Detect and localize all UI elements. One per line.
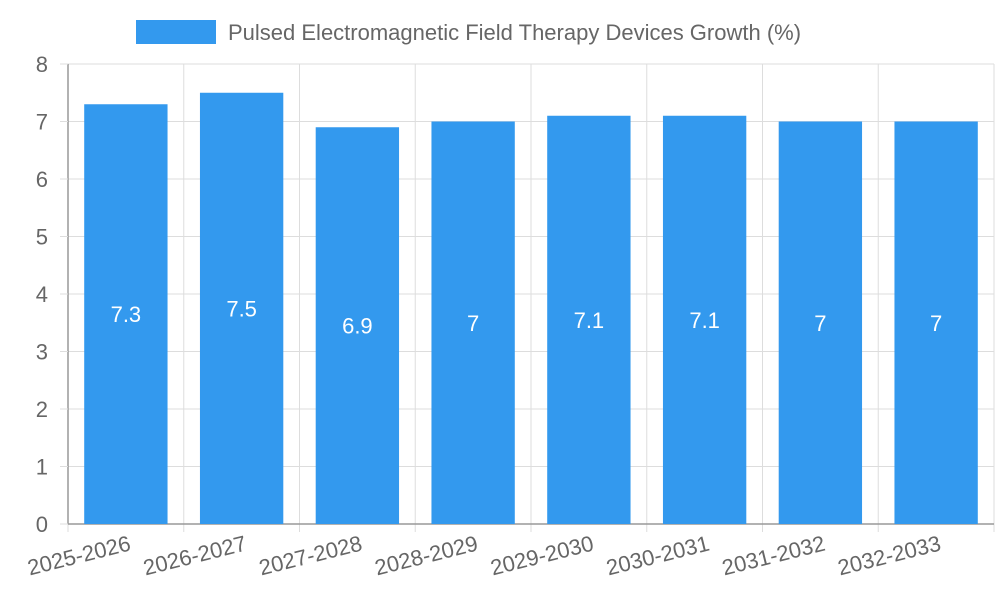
legend-swatch: [136, 20, 216, 44]
y-tick-label: 0: [36, 512, 48, 537]
x-tick-label: 2026-2027: [141, 531, 249, 581]
bar[interactable]: [199, 92, 284, 524]
bar-value-label: 7.3: [111, 302, 142, 327]
bar[interactable]: [431, 121, 515, 525]
bar[interactable]: [894, 121, 978, 525]
x-tick-label: 2025-2026: [25, 531, 133, 581]
bars: 7.3 7.5 6.9 7 7.1 7.1 7 7: [84, 92, 978, 525]
y-tick-label: 4: [36, 282, 48, 307]
y-tick-label: 1: [36, 455, 48, 480]
legend-label: Pulsed Electromagnetic Field Therapy Dev…: [228, 20, 801, 45]
chart-legend[interactable]: Pulsed Electromagnetic Field Therapy Dev…: [136, 20, 801, 45]
x-tick-label: 2027-2028: [256, 531, 364, 581]
y-tick-label: 3: [36, 340, 48, 365]
x-tick-label: 2032-2033: [835, 531, 943, 581]
bar-value-label: 7.1: [689, 308, 720, 333]
y-tick-label: 8: [36, 52, 48, 77]
bar[interactable]: [547, 115, 631, 524]
x-tick-label: 2031-2032: [719, 531, 827, 581]
bar[interactable]: [778, 121, 863, 525]
x-axis-ticks: 2025-2026 2026-2027 2027-2028 2028-2029 2029…: [25, 531, 943, 581]
y-axis-ticks: 0 1 2 3 4 5 6 7 8: [36, 52, 68, 537]
y-tick-label: 5: [36, 225, 48, 250]
bar-value-label: 7.5: [226, 296, 257, 321]
y-tick-label: 7: [36, 110, 48, 135]
bar[interactable]: [84, 104, 168, 524]
bar-value-label: 7.1: [574, 308, 605, 333]
bar-value-label: 7: [930, 311, 942, 336]
bar[interactable]: [662, 115, 747, 524]
x-tick-label: 2029-2030: [488, 531, 596, 581]
bar[interactable]: [315, 127, 400, 524]
x-tick-label: 2030-2031: [604, 531, 712, 581]
y-tick-label: 6: [36, 167, 48, 192]
bar-value-label: 7: [814, 311, 826, 336]
bar-value-label: 7: [467, 311, 479, 336]
x-tick-label: 2028-2029: [372, 531, 480, 581]
y-tick-label: 2: [36, 397, 48, 422]
bar-value-label: 6.9: [342, 314, 373, 339]
